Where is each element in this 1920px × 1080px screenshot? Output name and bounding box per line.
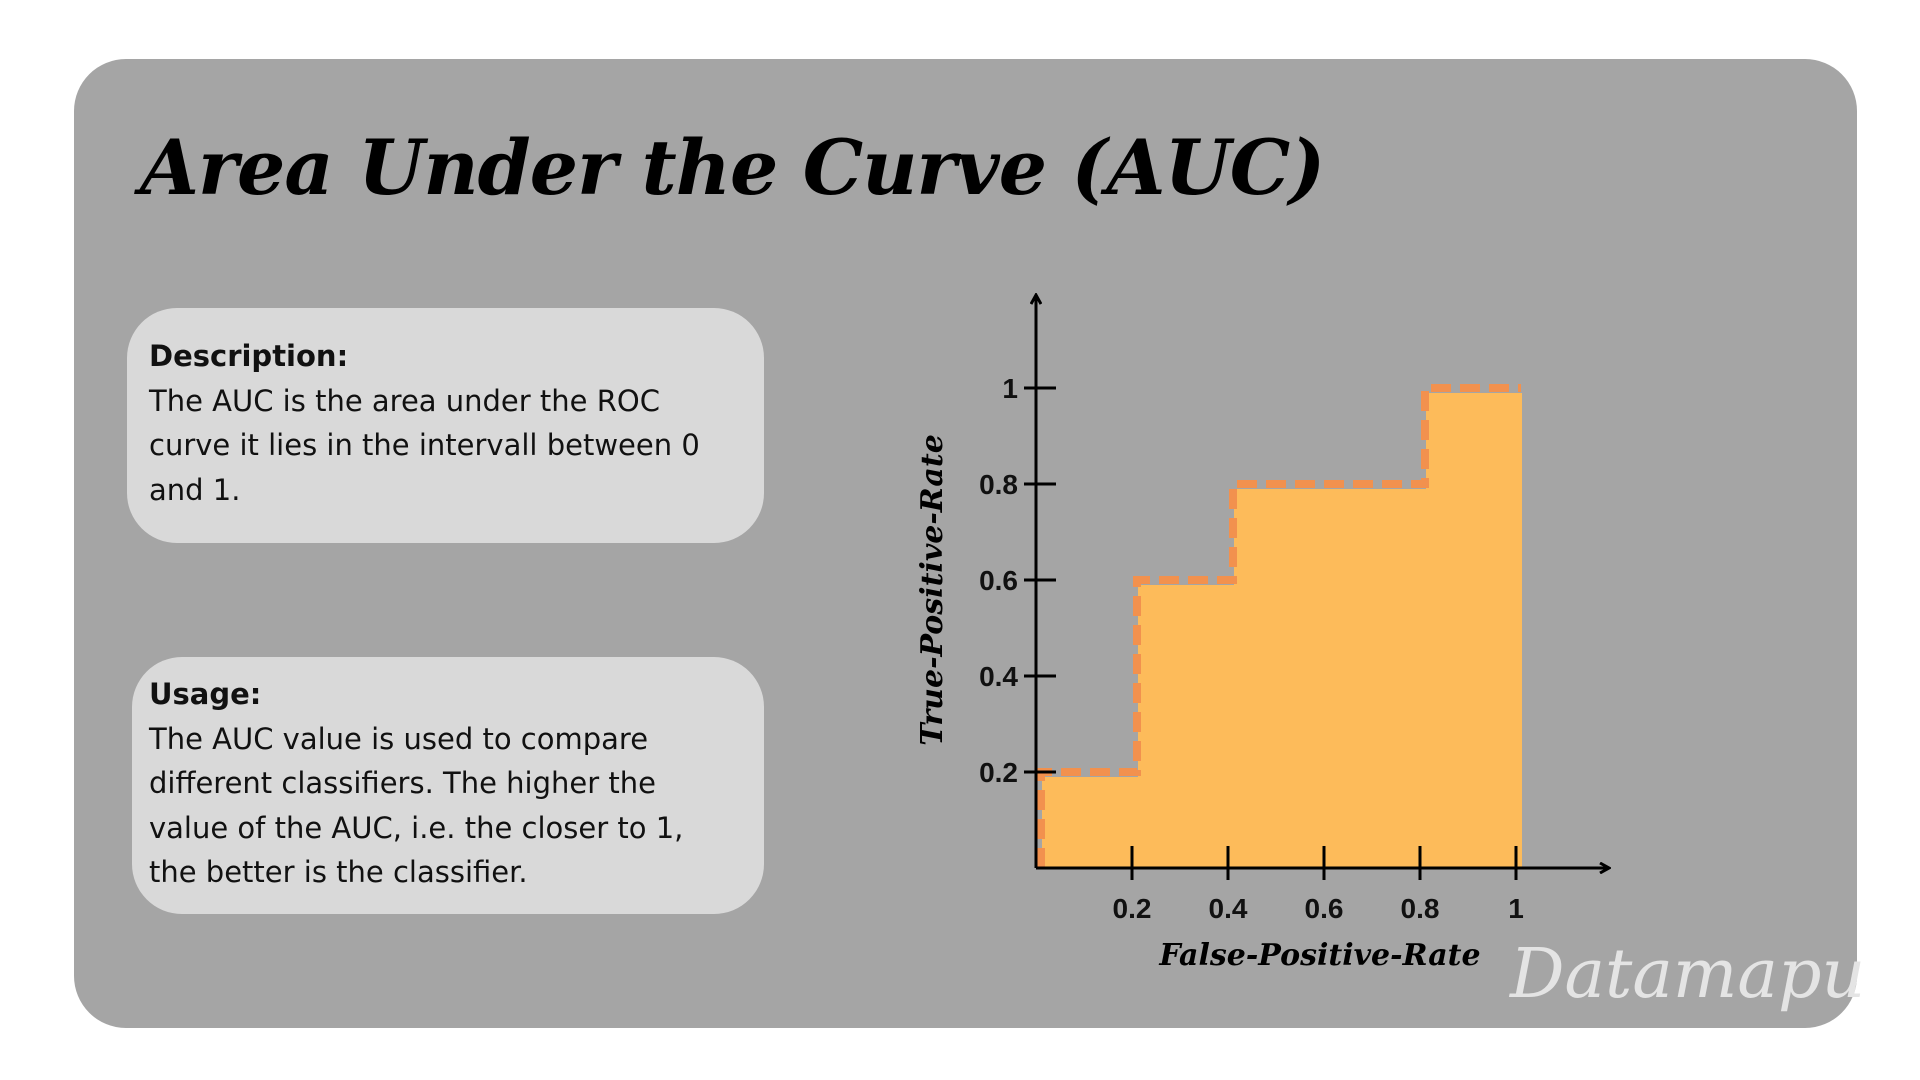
page-title: Area Under the Curve (AUC) [140,123,1325,212]
description-line: and 1. [149,472,241,507]
usage-line: the better is the classifier. [149,855,528,889]
description-line: curve it lies in the intervall between 0 [149,428,700,462]
usage-line: different classifiers. The higher the [149,766,656,800]
description-line: The AUC is the area under the ROC [149,383,660,418]
usage-heading: Usage: [149,677,262,711]
description-heading: Description: [149,339,349,373]
usage-line: value of the AUC, i.e. the closer to 1, [149,810,684,845]
usage-box: Usage: The AUC value is used to compare … [132,657,764,914]
watermark-logo: Datamapu [1510,935,1866,1014]
usage-line: The AUC value is used to compare [149,721,649,756]
description-box: Description: The AUC is the area under t… [127,308,764,543]
